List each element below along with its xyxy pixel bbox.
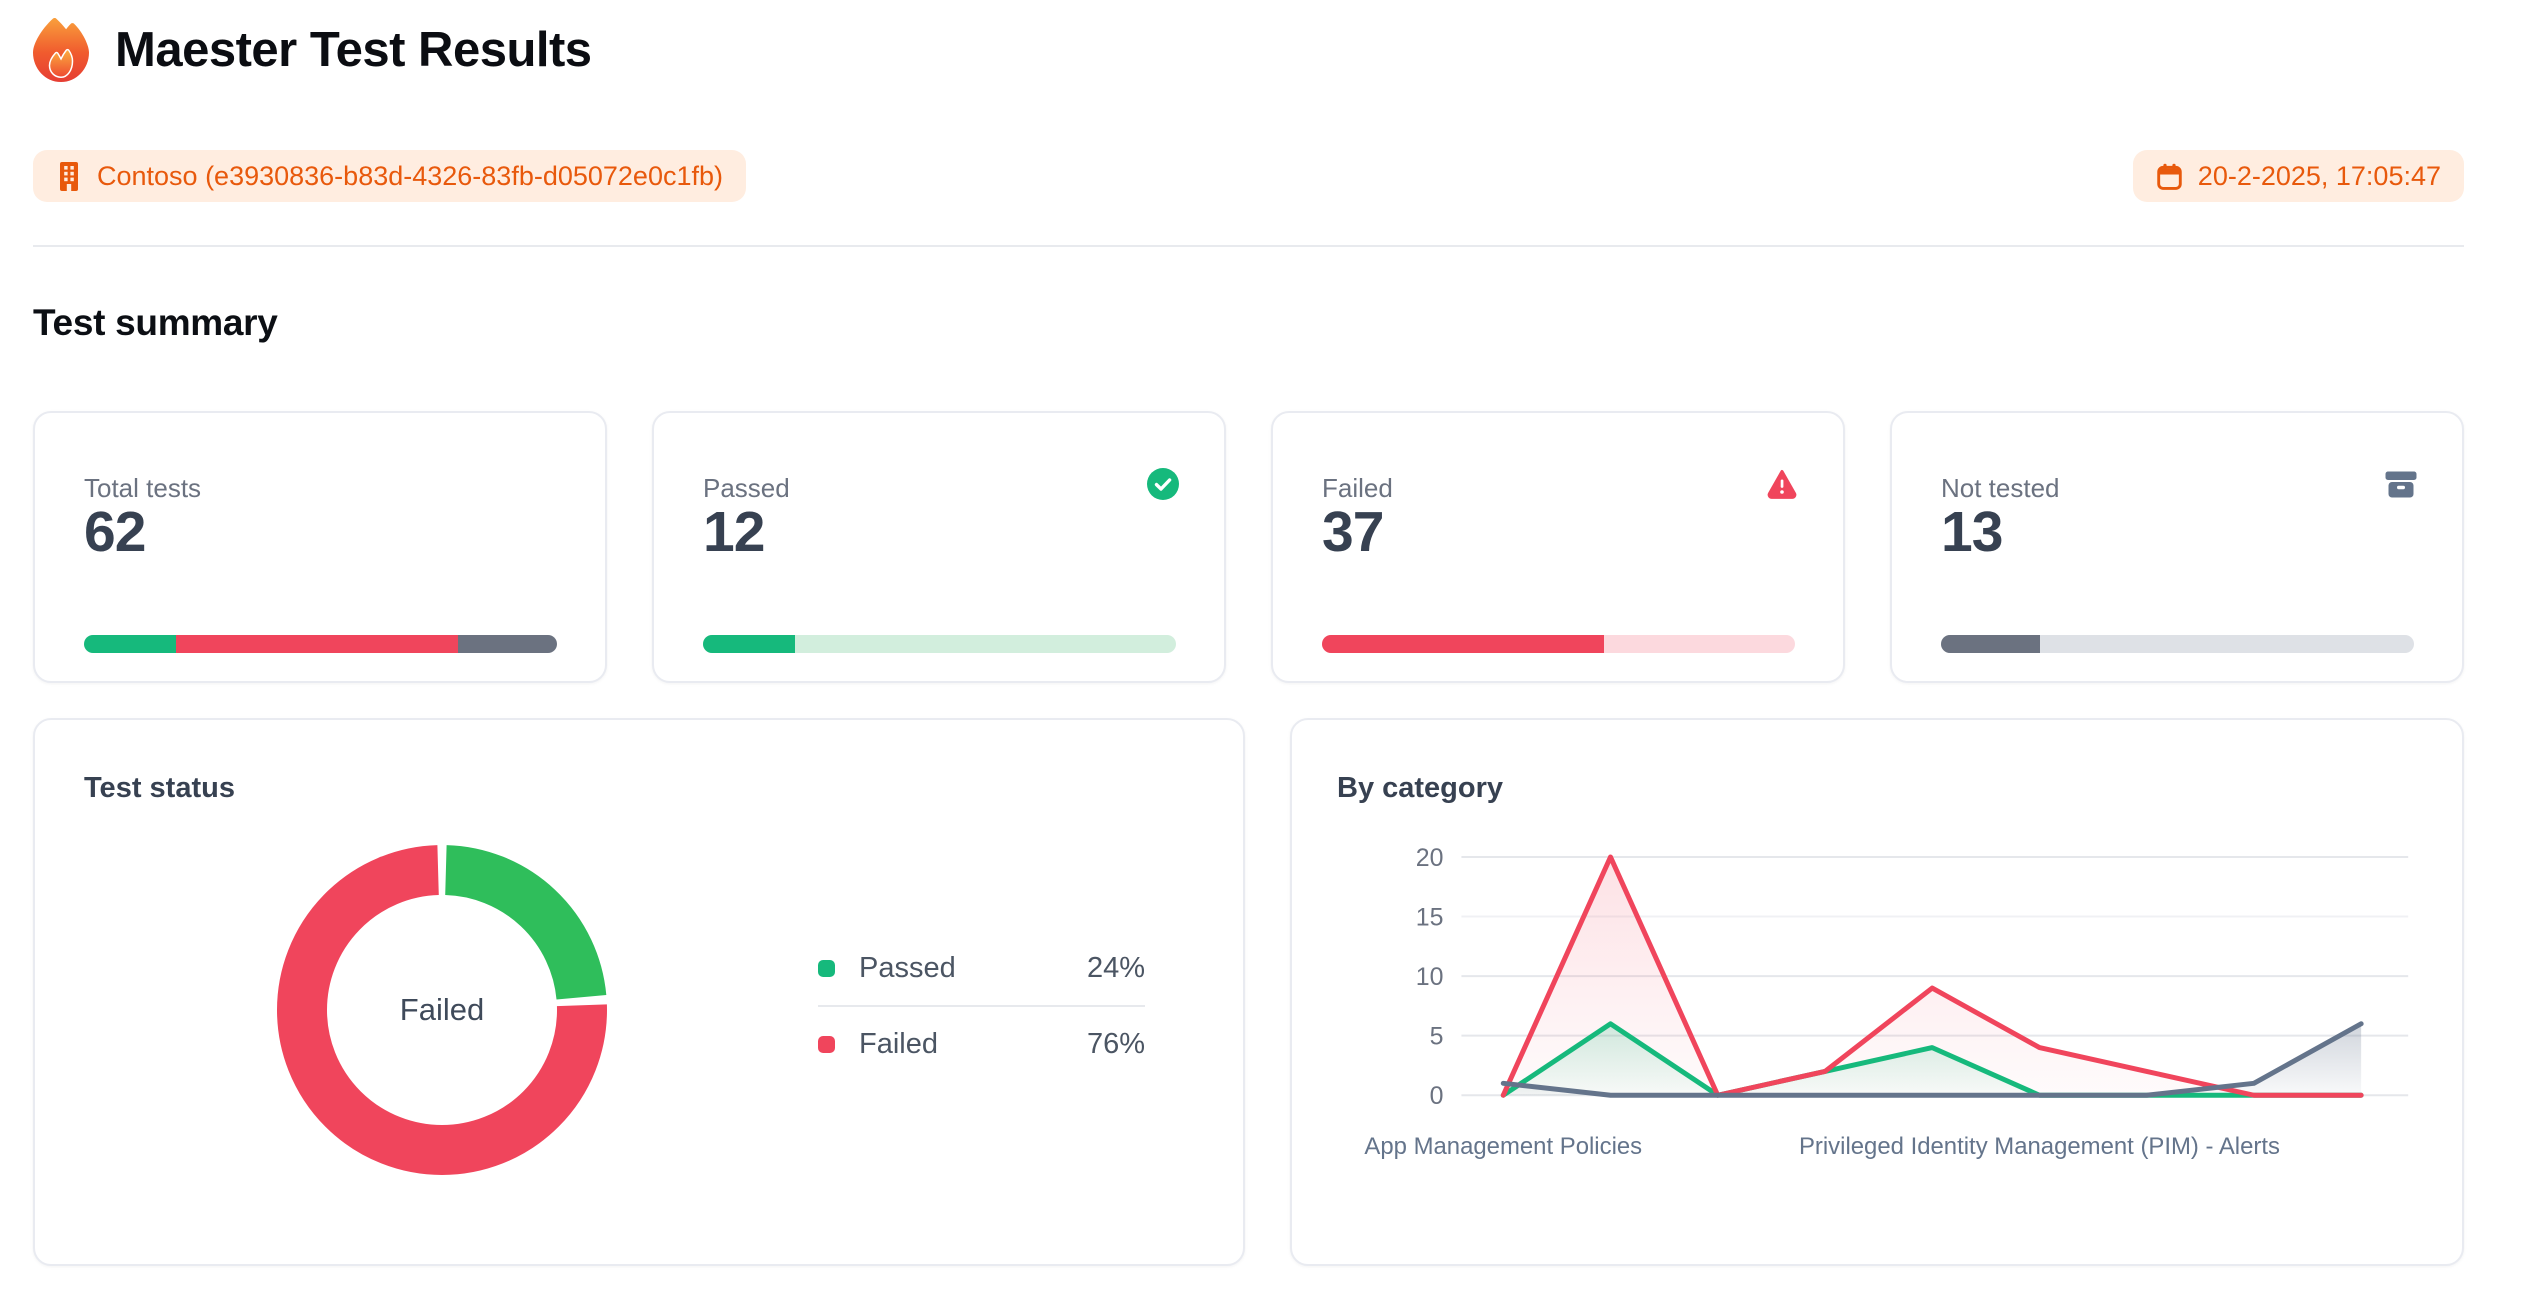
- svg-text:0: 0: [1430, 1082, 1444, 1110]
- svg-text:App Management Policies: App Management Policies: [1364, 1133, 1642, 1160]
- progress-bar: [1322, 635, 1795, 653]
- archive-icon: [2384, 467, 2418, 501]
- bar-segment-failed: [1322, 635, 1605, 653]
- legend-item-failed: Failed 76%: [818, 1020, 1145, 1068]
- svg-text:10: 10: [1416, 963, 1444, 991]
- total-tests-card: Total tests 62: [33, 411, 607, 683]
- donut-slice-failed: [277, 845, 607, 1175]
- tenant-badge: Contoso (e3930836-b83d-4326-83fb-d05072e…: [33, 150, 746, 202]
- svg-text:Privileged Identity Management: Privileged Identity Management (PIM) - A…: [1799, 1133, 2280, 1160]
- stat-label: Total tests: [84, 473, 202, 503]
- building-icon: [56, 161, 82, 191]
- passed-swatch: [818, 959, 835, 977]
- failed-swatch: [818, 1035, 835, 1053]
- stat-value: 37: [1322, 500, 1384, 564]
- by-category-panel: By category 20 15 10 5 0 App Management Polic…: [1290, 718, 2464, 1266]
- check-circle-icon: [1146, 467, 1180, 501]
- panel-title: Test status: [84, 772, 235, 804]
- calendar-icon: [2156, 163, 2183, 190]
- progress-bar: [703, 635, 1176, 653]
- meta-row: Contoso (e3930836-b83d-4326-83fb-d05072e…: [33, 150, 2464, 202]
- svg-text:15: 15: [1416, 904, 1444, 932]
- date-badge-label: 20-2-2025, 17:05:47: [2197, 160, 2441, 191]
- donut-center-label: Failed: [399, 992, 485, 1027]
- svg-text:5: 5: [1430, 1023, 1444, 1051]
- bar-segment-not-tested: [457, 635, 557, 653]
- bar-segment-passed: [84, 635, 176, 653]
- warning-triangle-icon: [1765, 467, 1799, 501]
- bar-segment-failed: [175, 635, 458, 653]
- stat-value: 62: [84, 500, 146, 564]
- flame-icon: [33, 16, 89, 84]
- stacked-progress-bar: [84, 635, 557, 653]
- section-heading: Test summary: [33, 302, 278, 343]
- failed-card: Failed 37: [1271, 411, 1845, 683]
- stat-value: 12: [703, 500, 765, 564]
- panel-title: By category: [1337, 772, 1504, 804]
- passed-card: Passed 12: [652, 411, 1226, 683]
- summary-cards: Total tests 62 Passed 12 Failed 37 Not t…: [33, 411, 2464, 683]
- divider: [33, 245, 2464, 247]
- stat-label: Not tested: [1941, 473, 2060, 503]
- donut-legend: Passed 24% Failed 76%: [818, 944, 1145, 1068]
- page-title: Maester Test Results: [115, 23, 592, 77]
- stat-value: 13: [1941, 500, 2003, 564]
- svg-text:20: 20: [1416, 844, 1444, 872]
- stat-label: Passed: [703, 473, 790, 503]
- legend-divider: [818, 1005, 1145, 1007]
- test-status-donut-chart: Failed: [277, 845, 607, 1175]
- progress-bar: [1941, 635, 2414, 653]
- legend-item-passed: Passed 24%: [818, 944, 1145, 992]
- not-tested-card: Not tested 13: [1890, 411, 2464, 683]
- stat-label: Failed: [1322, 473, 1393, 503]
- tenant-badge-label: Contoso (e3930836-b83d-4326-83fb-d05072e…: [97, 160, 723, 191]
- date-badge: 20-2-2025, 17:05:47: [2132, 150, 2464, 202]
- charts-row: Test status Failed Passed 24% Failed 76%: [33, 718, 2464, 1266]
- by-category-line-chart: 20 15 10 5 0 App Management Policies Privilege…: [1364, 844, 2409, 1160]
- test-status-panel: Test status Failed Passed 24% Failed 76%: [33, 718, 1245, 1266]
- bar-segment-passed: [703, 635, 795, 653]
- bar-segment-not-tested: [1941, 635, 2041, 653]
- header: Maester Test Results: [33, 12, 592, 88]
